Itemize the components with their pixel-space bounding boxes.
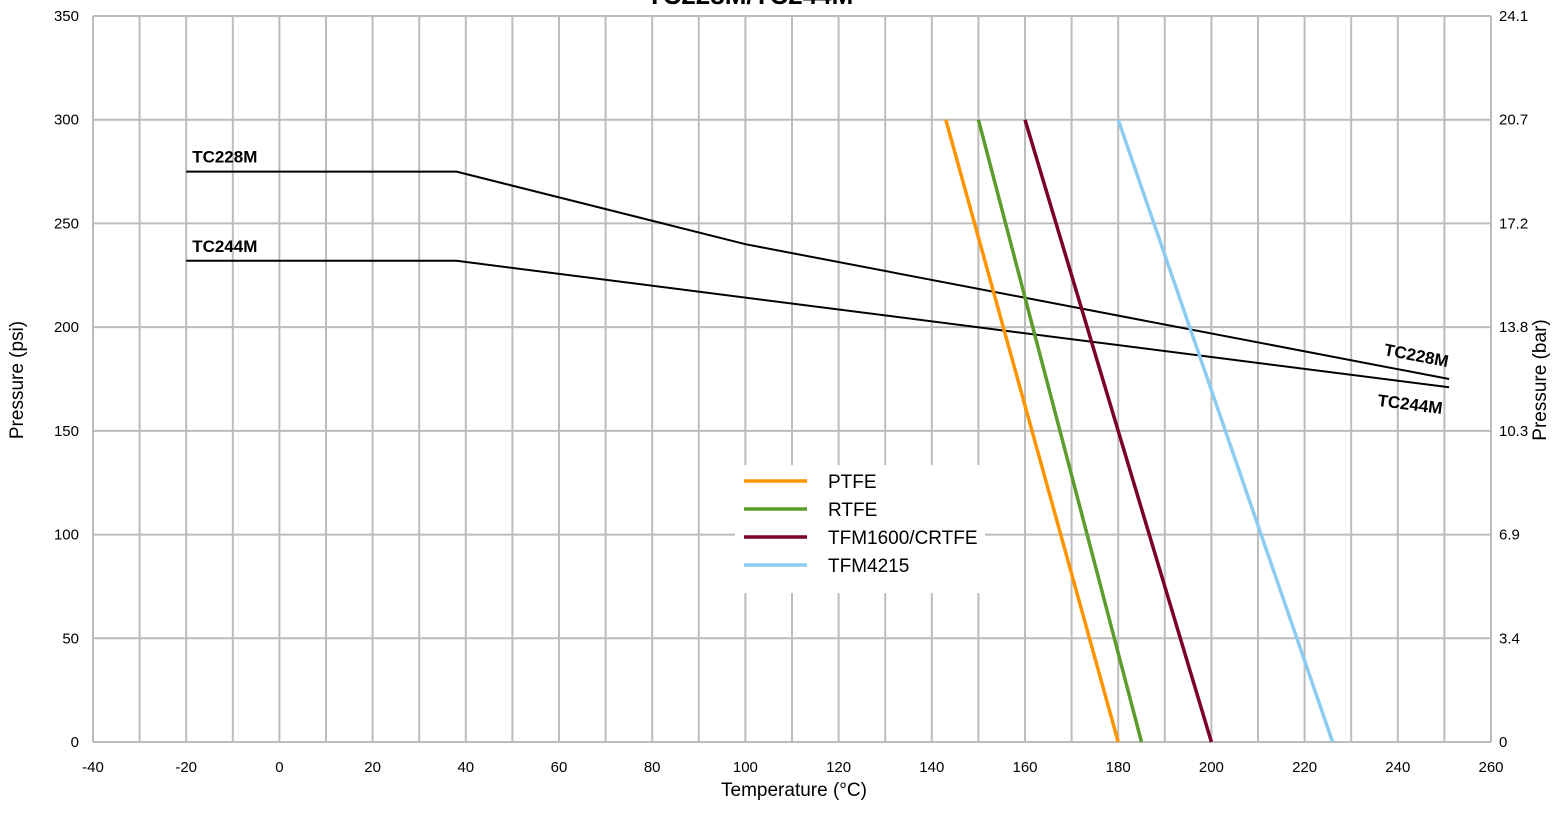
curve-label-start: TC244M [192, 237, 257, 256]
legend-background [735, 465, 985, 593]
x-axis-title: Temperature (°C) [721, 780, 867, 801]
y2-tick-label: 20.7 [1499, 112, 1528, 129]
data-series [186, 119, 1450, 743]
y2-tick-label: 13.8 [1499, 319, 1528, 336]
y-tick-label: 50 [62, 630, 79, 647]
y-axis-title: Pressure (psi) [7, 321, 28, 439]
x-tick-label: 40 [457, 759, 474, 776]
x-tick-label: 220 [1292, 759, 1317, 776]
y-tick-label: 0 [71, 734, 79, 751]
legend-entry-label: RTFE [828, 500, 877, 521]
y-tick-label: 300 [54, 112, 79, 129]
curve-label-start: TC228M [192, 148, 257, 167]
y-tick-label: 250 [54, 215, 79, 232]
x-tick-label: 180 [1106, 759, 1131, 776]
x-tick-label: 160 [1012, 759, 1037, 776]
grid-lines [92, 15, 1492, 743]
secondary-y-axis-title: Pressure (bar) [1530, 319, 1551, 440]
x-tick-label: -20 [175, 759, 197, 776]
x-tick-label: 100 [733, 759, 758, 776]
y-tick-label: 200 [54, 319, 79, 336]
x-tick-label: 120 [826, 759, 851, 776]
y2-tick-label: 10.3 [1499, 423, 1528, 440]
y2-tick-label: 3.4 [1499, 630, 1520, 647]
chart-title: TC228M/TC244M [647, 0, 854, 10]
x-tick-label: 240 [1385, 759, 1410, 776]
x-tick-label: 20 [364, 759, 381, 776]
x-tick-label: 260 [1478, 759, 1503, 776]
legend-entry-label: TFM1600/CRTFE [828, 528, 978, 549]
legend-entry-label: TFM4215 [828, 556, 909, 577]
y2-tick-label: 24.1 [1499, 8, 1528, 25]
y-tick-label: 100 [54, 527, 79, 544]
x-tick-label: 200 [1199, 759, 1224, 776]
x-tick-label: 80 [644, 759, 661, 776]
y-tick-label: 150 [54, 423, 79, 440]
y2-tick-label: 17.2 [1499, 215, 1528, 232]
x-tick-label: 140 [919, 759, 944, 776]
x-tick-label: 60 [551, 759, 568, 776]
y2-tick-label: 6.9 [1499, 527, 1520, 544]
y-tick-label: 350 [54, 8, 79, 25]
tick-labels: -40 -20 0 20 40 60 80 100 120 140 160 180 200 220 240 2… [54, 8, 1528, 776]
series-line-rtfe [976, 119, 1144, 743]
y2-tick-label: 0 [1499, 734, 1507, 751]
legend: PTFE RTFE TFM1600/CRTFE TFM4215 [735, 465, 985, 593]
series-line-ptfe [944, 119, 1120, 743]
series-line-tc244m [186, 259, 1450, 389]
x-tick-label: -40 [82, 759, 104, 776]
series-line-tc228m [186, 170, 1450, 380]
legend-entry-label: PTFE [828, 472, 877, 493]
x-tick-label: 0 [275, 759, 283, 776]
series-line-tfm4215 [1116, 119, 1335, 743]
series-line-tfm1600-crtfe [1023, 119, 1214, 743]
